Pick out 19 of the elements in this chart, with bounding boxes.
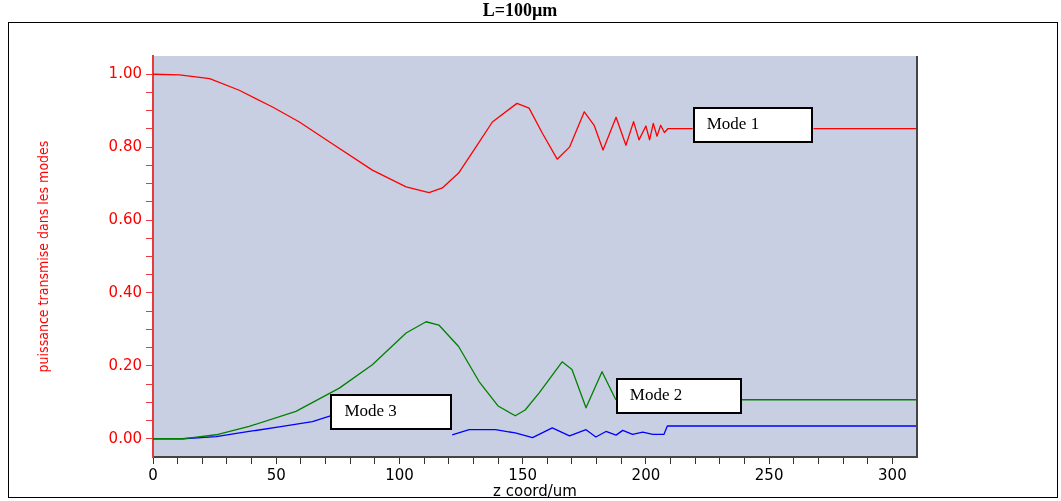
y-tick-label: 0.20 (108, 355, 142, 374)
x-tick-label: 250 (754, 465, 784, 484)
x-axis-title: z coord/um (493, 481, 577, 500)
x-tick-label: 150 (508, 465, 537, 484)
y-axis-title: puissance transmise dans les modes (35, 140, 52, 373)
x-tick-label: 50 (266, 465, 286, 484)
y-tick-label: 0.40 (108, 282, 142, 301)
callout-box: Mode 3 (330, 393, 453, 430)
chart-title: L=100µm (482, 0, 558, 20)
y-tick-label: 0.80 (108, 137, 142, 156)
x-tick-label: 0 (148, 465, 158, 484)
y-tick-label: 0.60 (108, 209, 142, 228)
y-tick-label: 1.00 (108, 64, 142, 83)
callout-box: Mode 1 (692, 106, 814, 143)
x-tick-label: 300 (878, 465, 907, 484)
callout-box: Mode 2 (615, 377, 742, 414)
x-tick-label: 200 (631, 465, 661, 484)
y-tick-label: 0.00 (108, 428, 142, 447)
x-tick-label: 100 (385, 465, 414, 484)
